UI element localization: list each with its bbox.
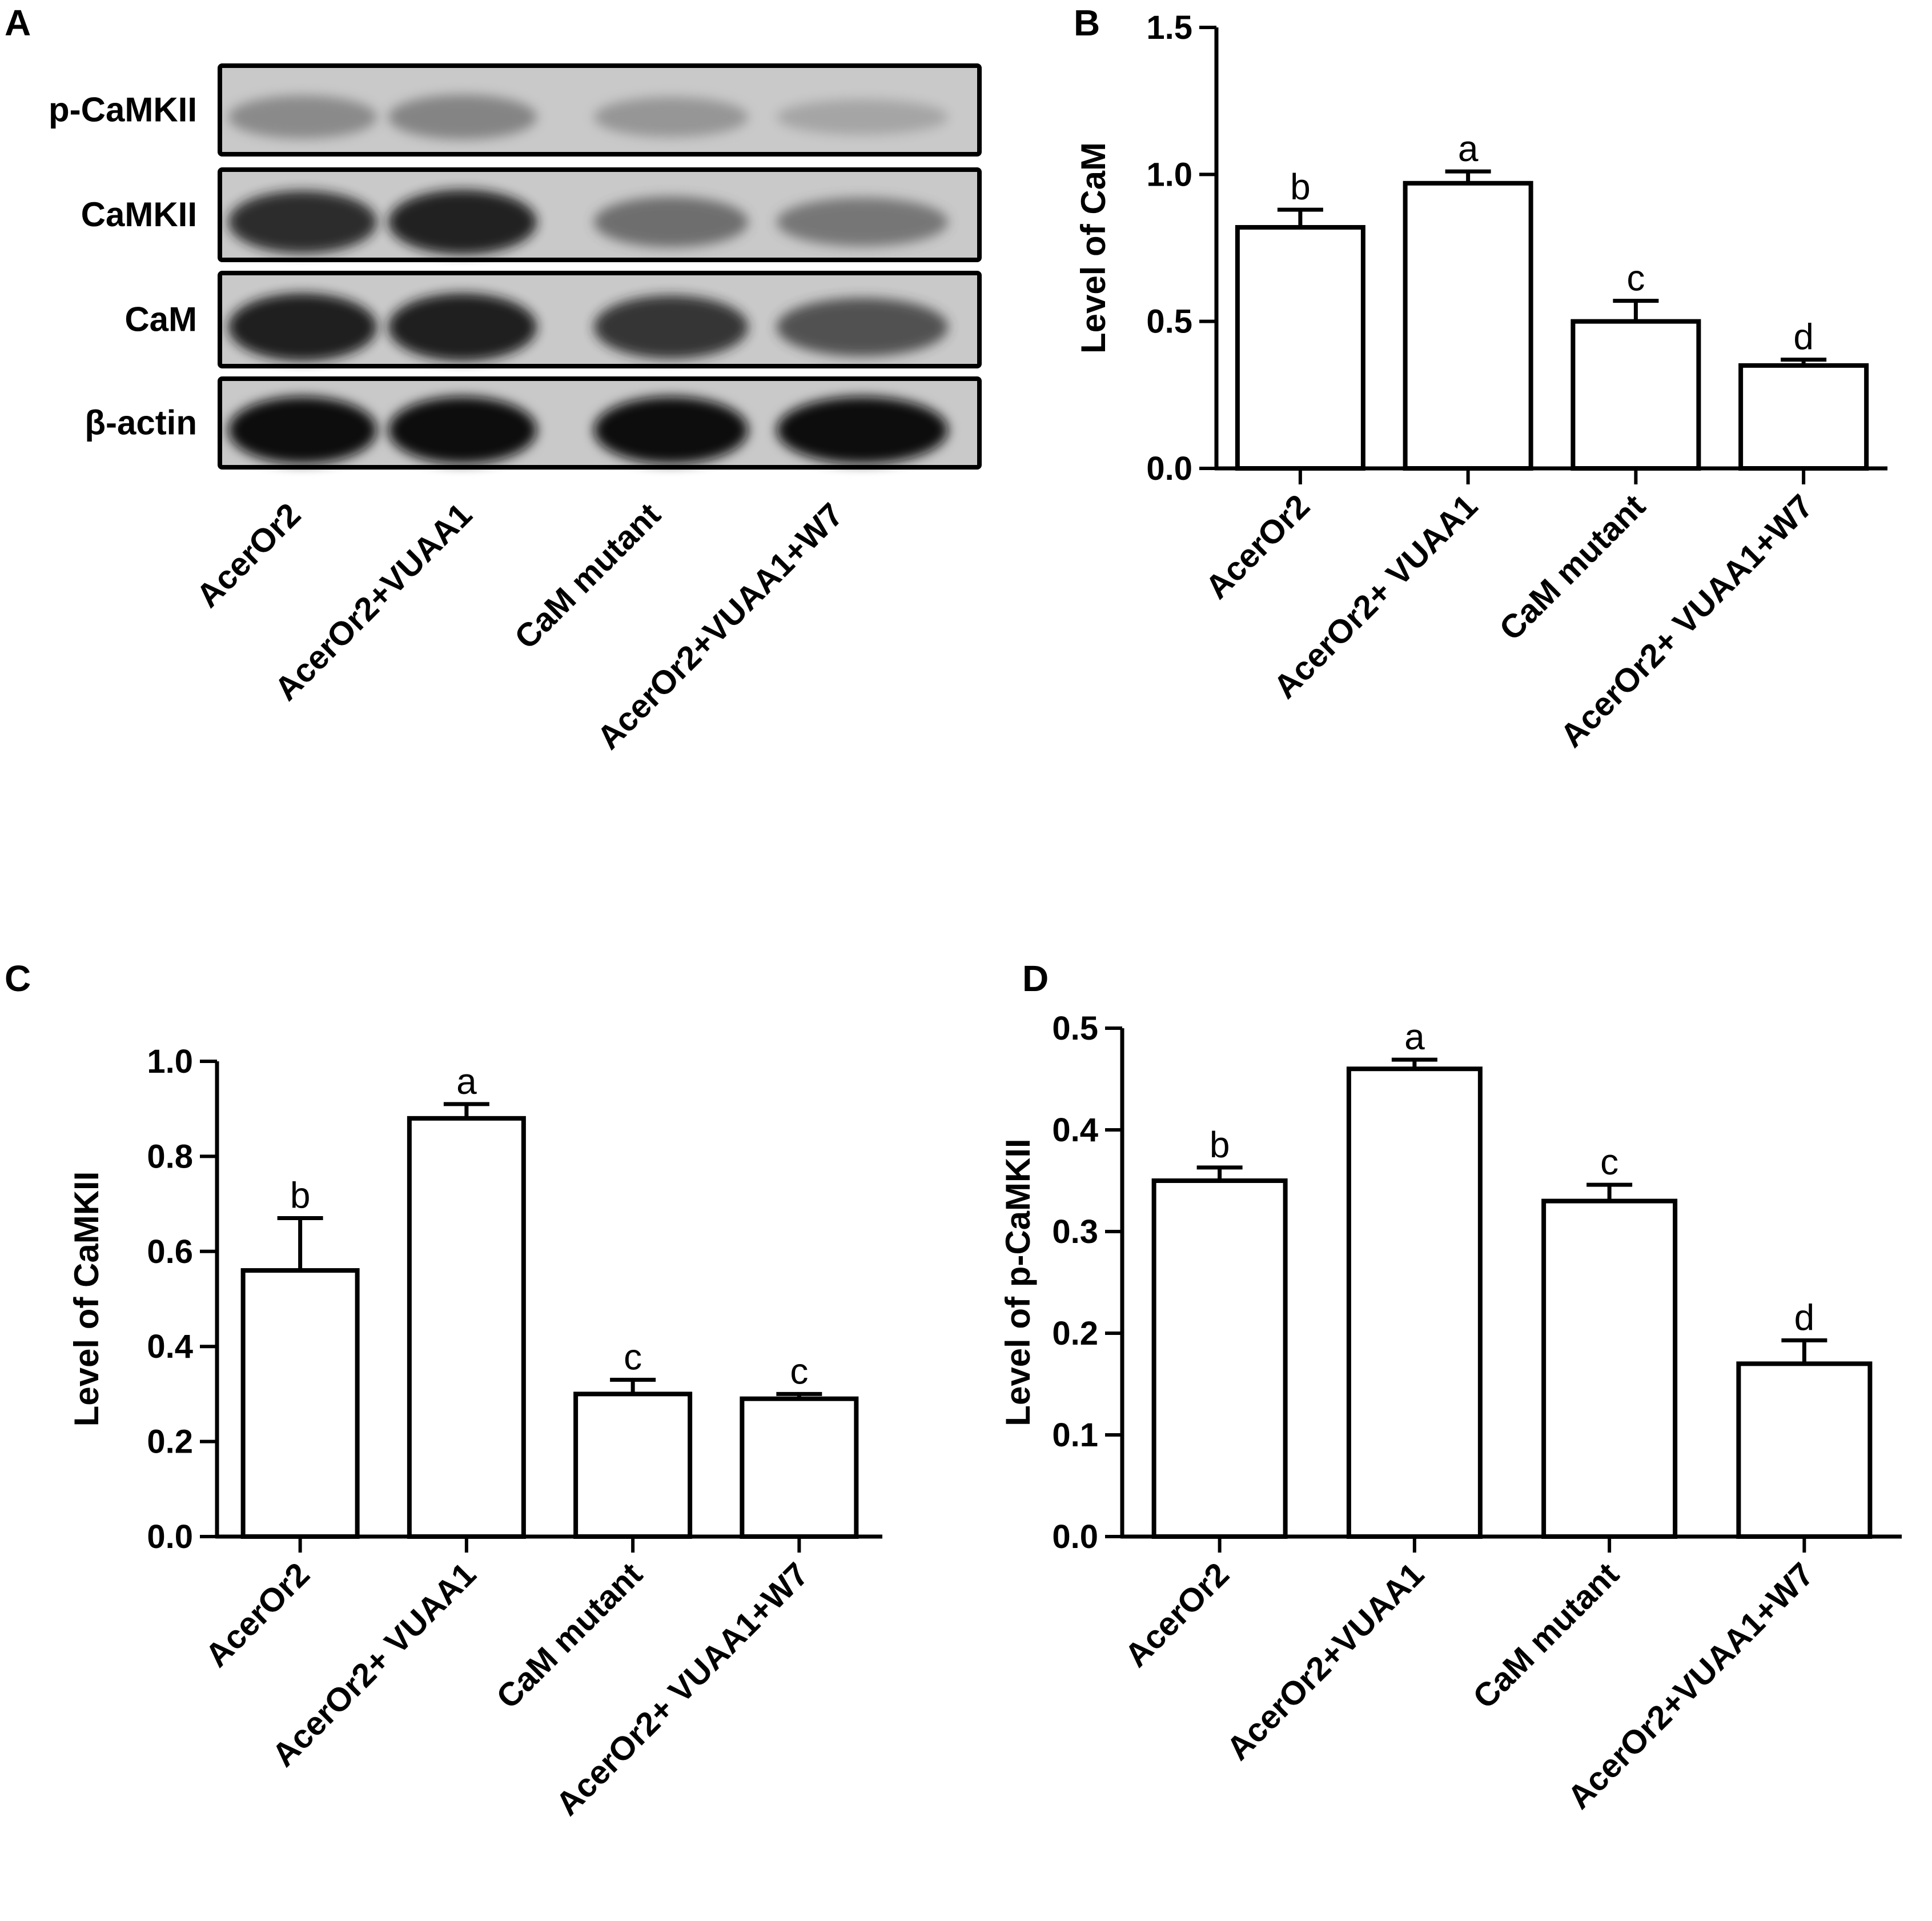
y-tick-label: 1.0 (1146, 156, 1192, 193)
blot-lane-label: CaM mutant (508, 496, 668, 656)
significance-letter: b (290, 1175, 311, 1216)
y-axis-title: Level of CaM (1074, 142, 1112, 354)
blot-band (228, 293, 377, 361)
bar-cam-mutant (573, 1391, 693, 1539)
significance-letter: c (790, 1350, 808, 1391)
panel-letter: C (5, 958, 31, 999)
blot-lane-label: AcerOr2 (189, 496, 308, 615)
blot-band (594, 97, 748, 137)
significance-letter: d (1794, 1297, 1815, 1338)
blot-band (388, 190, 537, 255)
bar-aceror2 (1235, 224, 1365, 471)
x-category-label: CaM mutant (489, 1555, 650, 1716)
significance-letter: c (1626, 258, 1645, 299)
bar-aceror2 (240, 1268, 360, 1539)
y-tick-label: 0.2 (1052, 1315, 1098, 1352)
significance-letter: a (456, 1061, 477, 1102)
y-tick-label: 0.8 (147, 1138, 193, 1175)
y-tick-label: 0.5 (1052, 1010, 1098, 1047)
x-category-label: CaM mutant (1492, 487, 1653, 648)
blot-row-label: β-actin (85, 404, 197, 442)
blot-band (388, 293, 537, 361)
blot-band (777, 197, 948, 247)
blot-band (228, 95, 377, 139)
panel-letter: D (1022, 958, 1049, 999)
significance-letter: d (1793, 316, 1814, 358)
x-category-label: AcerOr2 (1118, 1555, 1236, 1674)
y-tick-label: 0.4 (147, 1328, 193, 1365)
y-tick-label: 0.4 (1052, 1112, 1098, 1149)
significance-letter: a (1458, 128, 1479, 169)
panel-letter: B (1074, 2, 1100, 43)
y-tick-label: 1.0 (147, 1043, 193, 1080)
significance-letter: c (1600, 1141, 1618, 1182)
x-category-label: AcerOr2 (198, 1555, 317, 1674)
blot-band (777, 99, 948, 135)
blot-band (594, 396, 748, 464)
panel-c-camkii-chart: C 0.0 0.2 0.4 0.6 0.8 1.0 Level of CaMKII b AcerO… (5, 958, 882, 1823)
significance-letter: b (1210, 1124, 1230, 1165)
blot-rows: p-CaMKII CaMKII CaM β-actin (49, 63, 982, 470)
blot-row-label: CaM (124, 300, 197, 339)
blot-row-cam: CaM (124, 271, 982, 368)
blot-row-label: CaMKII (81, 195, 197, 234)
y-tick-label: 1.5 (1146, 9, 1192, 46)
blot-row-p-camkii: p-CaMKII (49, 63, 982, 157)
y-tick-label: 0.1 (1052, 1417, 1098, 1454)
x-category-label: AcerOr2 (1198, 487, 1317, 606)
blot-band (388, 396, 537, 464)
bar-aceror2-vuaa1 (407, 1116, 526, 1539)
y-tick-label: 0.6 (147, 1233, 193, 1270)
significance-letter: b (1290, 166, 1311, 207)
y-tick-label: 0.2 (147, 1423, 193, 1461)
blot-band (777, 396, 948, 464)
y-tick-label: 0.5 (1146, 303, 1192, 340)
significance-letter: c (624, 1336, 642, 1377)
blot-band (228, 190, 377, 254)
blot-band (594, 295, 748, 359)
bar-aceror2-vuaa1-w7 (1736, 1361, 1873, 1539)
panel-letter-a: A (5, 2, 31, 43)
y-axis-title: Level of p-CaMKII (999, 1138, 1037, 1426)
y-tick-label: 0.0 (1146, 450, 1192, 487)
y-tick-label: 0.0 (1052, 1518, 1098, 1555)
x-category-label: AcerOr2+VUAA1 (1219, 1555, 1431, 1767)
y-tick-label: 0.0 (147, 1518, 193, 1555)
bar-cam-mutant (1570, 319, 1701, 471)
bar-aceror2-vuaa1-w7 (1738, 363, 1869, 471)
y-axis-title: Level of CaMKII (67, 1172, 106, 1427)
x-category-label: CaM mutant (1466, 1555, 1626, 1716)
blot-band (777, 298, 948, 356)
significance-letter: a (1404, 1016, 1425, 1057)
blot-band (388, 94, 537, 140)
blot-row-label: p-CaMKII (49, 91, 197, 129)
blot-band (228, 396, 377, 464)
bar-aceror2 (1151, 1178, 1288, 1539)
bar-aceror2-vuaa1-w7 (740, 1396, 859, 1539)
bar-aceror2-vuaa1 (1403, 181, 1533, 471)
bar-cam-mutant (1541, 1198, 1678, 1539)
y-tick-label: 0.3 (1052, 1213, 1098, 1250)
blot-row-actin: β-actin (85, 376, 982, 470)
bar-aceror2-vuaa1 (1346, 1066, 1483, 1539)
blot-row-camkii: CaMKII (81, 167, 982, 262)
panel-d-p-camkii-chart: D 0.0 0.1 0.2 0.3 0.4 0.5 Level of p-CaMKII b Ace… (999, 958, 1902, 1816)
blot-band (594, 196, 748, 248)
